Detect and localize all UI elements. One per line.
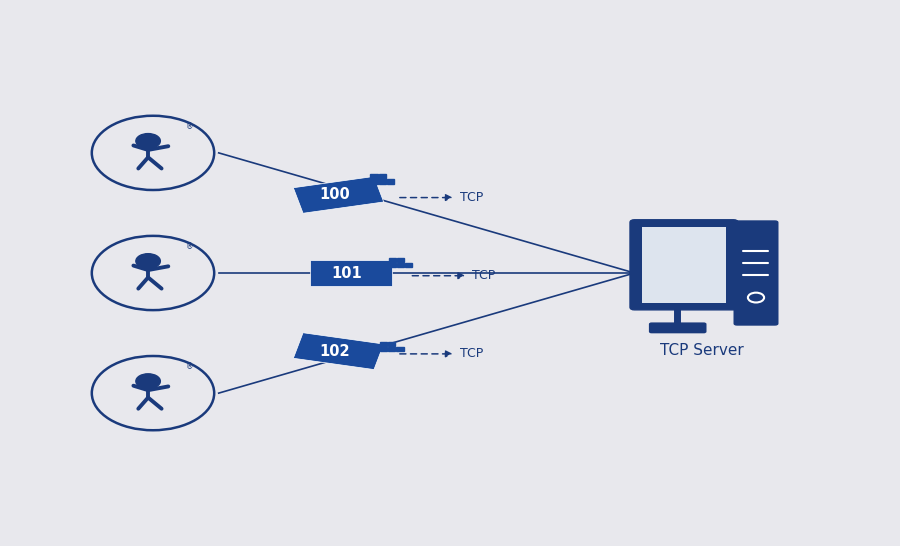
Bar — [379, 179, 386, 183]
FancyBboxPatch shape — [734, 220, 778, 325]
Text: 100: 100 — [319, 187, 350, 203]
Polygon shape — [293, 176, 383, 213]
Bar — [387, 179, 394, 183]
FancyBboxPatch shape — [649, 322, 706, 333]
Bar — [396, 347, 403, 351]
Text: ®: ® — [186, 242, 194, 251]
Polygon shape — [310, 260, 392, 286]
Bar — [380, 342, 387, 346]
Bar — [388, 347, 395, 351]
Text: ®: ® — [186, 362, 194, 371]
FancyBboxPatch shape — [630, 219, 738, 310]
Text: 101: 101 — [331, 265, 362, 281]
Bar — [380, 347, 387, 351]
Circle shape — [136, 374, 160, 389]
Polygon shape — [293, 333, 383, 370]
Bar — [397, 258, 404, 262]
Bar — [371, 179, 378, 183]
Circle shape — [136, 134, 160, 149]
Circle shape — [136, 254, 160, 269]
Text: TCP Server: TCP Server — [660, 343, 744, 358]
Bar — [389, 263, 396, 267]
Bar — [379, 174, 386, 179]
Bar — [371, 174, 378, 179]
Bar — [388, 342, 395, 346]
Bar — [397, 263, 404, 267]
Bar — [405, 263, 412, 267]
Text: TCP: TCP — [460, 191, 483, 204]
Text: TCP: TCP — [472, 269, 496, 282]
Bar — [389, 258, 396, 262]
Text: ®: ® — [186, 122, 194, 130]
Text: 102: 102 — [320, 343, 350, 359]
FancyBboxPatch shape — [642, 227, 726, 302]
Text: TCP: TCP — [460, 347, 483, 360]
